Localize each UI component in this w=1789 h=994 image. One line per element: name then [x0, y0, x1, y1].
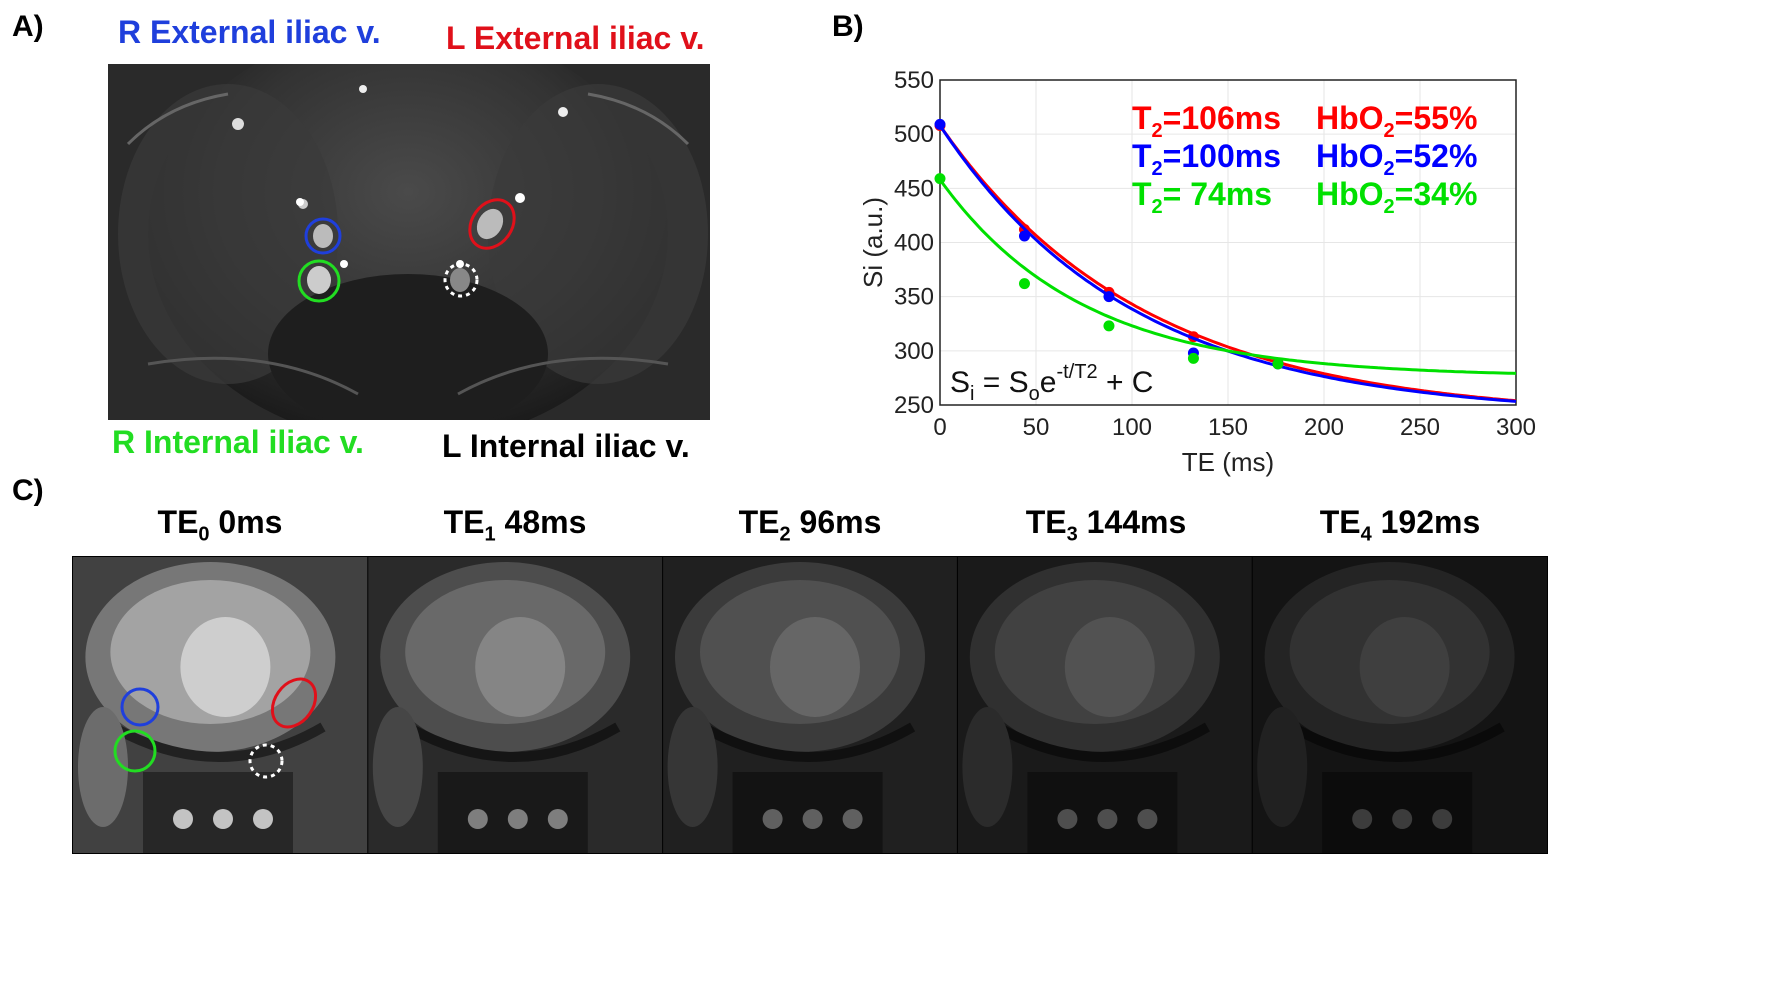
x-tick-label: 100 — [1112, 414, 1152, 441]
x-tick-label: 250 — [1400, 414, 1440, 441]
data-point-green — [934, 173, 946, 185]
data-point-blue — [1103, 291, 1115, 303]
te-label-1: TE1 48ms — [443, 504, 587, 546]
r-internal-iliac-roi-te0 — [113, 729, 157, 773]
y-tick-label: 550 — [894, 67, 934, 94]
y-tick-label: 300 — [894, 338, 934, 365]
te-label-0: TE0 0ms — [157, 504, 283, 546]
data-point-blue — [934, 118, 946, 130]
te-frame-4 — [1251, 557, 1547, 853]
te-frame-1 — [367, 557, 663, 853]
l-internal-iliac-label: L Internal iliac v. — [442, 428, 690, 464]
te-frame-2 — [662, 557, 958, 853]
te-label-4: TE4 192ms — [1319, 504, 1481, 546]
legend-t2-green: T2= 74ms — [1132, 176, 1272, 218]
x-tick-label: 200 — [1304, 414, 1344, 441]
te-image-strip-graphic — [73, 557, 1547, 853]
r-internal-iliac-label: R Internal iliac v. — [112, 424, 364, 460]
t2-decay-chart: 0 50 100 150 200 250 300250300350400450500550 … — [858, 67, 1536, 477]
data-point-green — [1103, 320, 1115, 332]
te-frame-0 — [73, 557, 368, 853]
r-external-iliac-roi-te0 — [120, 687, 160, 727]
y-tick-label: 500 — [894, 121, 934, 148]
data-point-green — [1272, 358, 1284, 370]
y-tick-label: 400 — [894, 230, 934, 257]
chart-series — [934, 118, 1517, 403]
chart-frame — [939, 79, 1517, 406]
l-internal-iliac-roi-te0 — [248, 743, 284, 779]
r-internal-iliac-roi — [297, 259, 341, 303]
legend-hbo2-red: HbO2=55% — [1316, 100, 1477, 142]
y-axis-label: Si (a.u.) — [858, 197, 888, 288]
y-tick-label: 450 — [894, 175, 934, 202]
y-tick-label: 350 — [894, 284, 934, 311]
fit-curve-red — [938, 124, 1517, 403]
panel-b-label: B) — [832, 10, 864, 43]
x-tick-label: 50 — [1023, 414, 1050, 441]
te-label-3: TE3 144ms — [1025, 504, 1187, 546]
x-tick-label: 300 — [1496, 414, 1536, 441]
l-internal-iliac-roi — [443, 262, 479, 298]
x-tick-label: 150 — [1208, 414, 1248, 441]
l-external-iliac-roi-te0 — [270, 677, 318, 729]
mri-axial-image — [108, 64, 710, 420]
l-external-iliac-label: L External iliac v. — [446, 20, 705, 56]
te-label-2: TE2 96ms — [738, 504, 882, 546]
fit-curve-green — [938, 178, 1517, 375]
te-image-strip — [72, 556, 1548, 854]
x-tick-label: 0 — [933, 414, 946, 441]
legend-t2-red: T2=106ms — [1132, 100, 1281, 142]
r-external-iliac-label: R External iliac v. — [118, 14, 381, 50]
fit-equation: Si = Soe-t/T2 + C — [950, 361, 1153, 405]
legend-t2-blue: T2=100ms — [1132, 138, 1281, 180]
legend-hbo2-blue: HbO2=52% — [1316, 138, 1477, 180]
panel-c-label: C) — [12, 474, 44, 507]
r-external-iliac-roi — [304, 217, 342, 255]
chart-legend: T2=106ms HbO2=55% T2=100ms HbO2=52% T2= 74ms… — [1132, 100, 1477, 218]
legend-hbo2-green: HbO2=34% — [1316, 176, 1477, 218]
data-point-green — [1187, 352, 1199, 364]
data-point-green — [1018, 278, 1030, 290]
x-axis-label: TE (ms) — [1182, 447, 1274, 477]
data-point-blue — [1018, 230, 1030, 242]
te-frame-3 — [956, 557, 1253, 853]
l-external-iliac-roi — [468, 198, 516, 250]
chart-ticks: 0 50 100 150 200 250 300 250 300 350 400 450 500 550 — [894, 67, 1536, 441]
mri-axial-graphic — [108, 64, 710, 420]
panel-a-label: A) — [12, 10, 44, 43]
y-tick-label: 250 — [894, 392, 934, 419]
